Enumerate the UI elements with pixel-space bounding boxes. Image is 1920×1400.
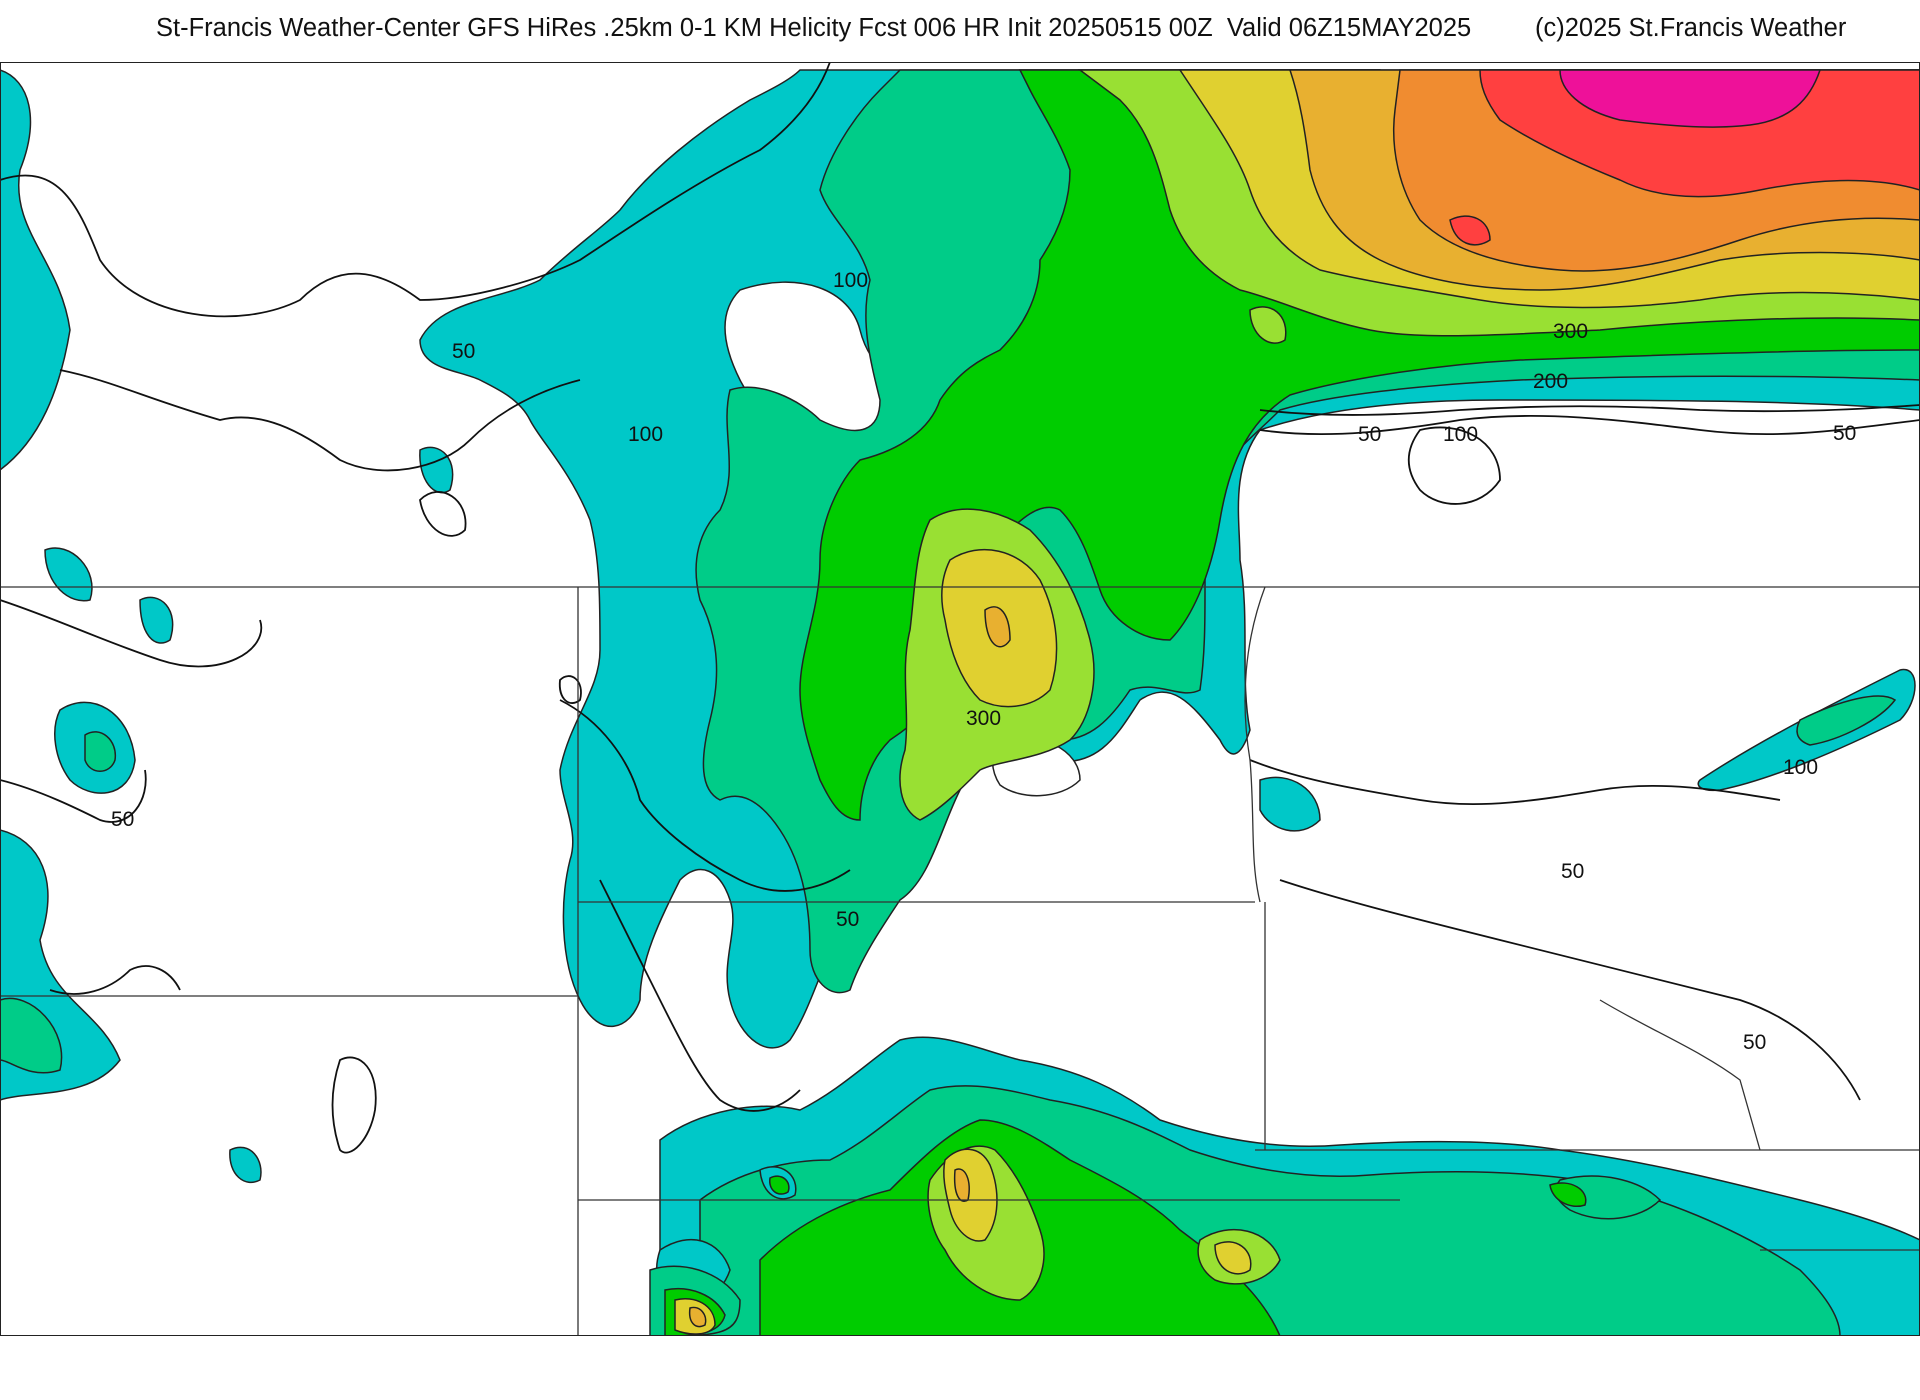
border-mn-wi (1599, 999, 1761, 1151)
title-credit: (c)2025 St.Francis Weather (1535, 14, 1847, 42)
contour-100-ring-a (419, 491, 467, 537)
contour-50-north (0, 62, 831, 318)
contour-label: 50 (452, 340, 475, 363)
contour-50-ring-b (558, 675, 582, 704)
contour-label: 200 (1533, 370, 1568, 393)
contour-50-se (1279, 879, 1861, 1101)
fill-150-blob-a (84, 731, 116, 772)
contour-50-central (559, 699, 851, 892)
fill-200-sw-dot (769, 1175, 790, 1195)
contour-50-ring-c (1407, 426, 1501, 505)
fill-100-blob-b (139, 596, 174, 644)
fill-150-sw (0, 997, 63, 1074)
helicity-map: 100 50 100 300 200 50 100 50 300 100 50 … (0, 62, 1920, 1336)
contour-50-midwest (49, 965, 181, 995)
contour-label: 300 (966, 707, 1001, 730)
fill-100-west (0, 69, 71, 471)
fill-200-sse (1549, 1182, 1587, 1207)
contour-50-west-b (0, 599, 263, 668)
fill-300-se (1214, 1241, 1252, 1275)
state-boundaries (0, 586, 1920, 1336)
contour-50-west-a (59, 369, 581, 472)
title-main: St-Francis Weather-Center GFS HiRes .25k… (156, 14, 1472, 42)
fill-100-island-2 (229, 1146, 262, 1183)
contour-label: 50 (1743, 1031, 1766, 1054)
contour-label: 100 (833, 269, 868, 292)
contour-label: 50 (1833, 422, 1856, 445)
contour-label: 100 (628, 423, 663, 446)
contour-label: 100 (1783, 756, 1818, 779)
map-title: St-Francis Weather-Center GFS HiRes .25k… (0, 14, 1920, 54)
contour-label: 300 (1553, 320, 1588, 343)
contour-label: 50 (1561, 860, 1584, 883)
contour-100-east-line (1259, 404, 1920, 416)
fill-450-small (1449, 215, 1491, 246)
contour-50-east-a (1249, 759, 1781, 806)
contour-label: 50 (1358, 423, 1381, 446)
fill-350-far-sw (688, 1306, 707, 1328)
fill-150-east (1796, 695, 1897, 746)
contour-label: 100 (1443, 423, 1478, 446)
contour-50-south (599, 879, 801, 1112)
contour-label: 50 (836, 908, 859, 931)
fill-100-island-3 (1259, 776, 1321, 832)
contour-50-s-ring (331, 1056, 377, 1154)
border-nd-mn (1244, 586, 1266, 903)
contour-labels: 100 50 100 300 200 50 100 50 300 100 50 … (111, 269, 1856, 1054)
contour-50-east-line (1259, 414, 1920, 436)
contour-label: 50 (111, 808, 134, 831)
fill-250-small (1249, 306, 1287, 344)
fill-350-central (984, 606, 1011, 648)
contour-lines (0, 62, 1920, 1154)
contour-50-west-c (0, 769, 147, 823)
fill-500-main (1559, 69, 1822, 128)
